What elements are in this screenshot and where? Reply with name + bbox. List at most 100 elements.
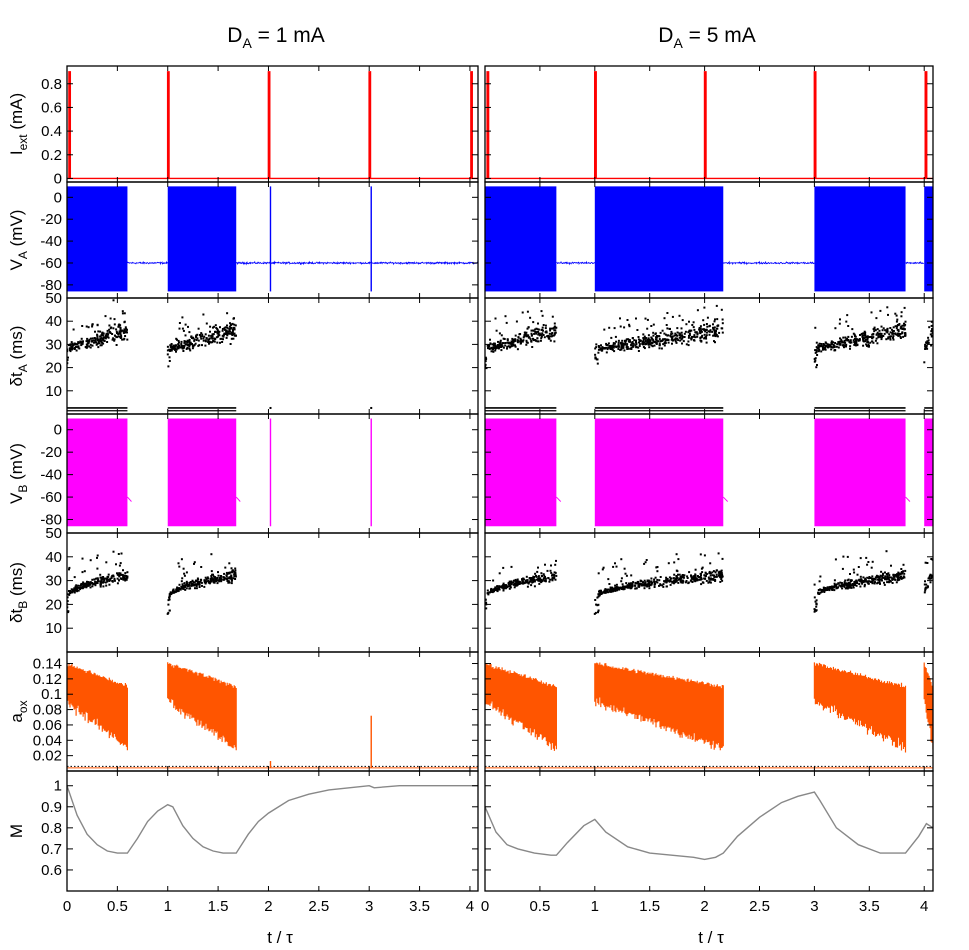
interval-point — [499, 342, 502, 345]
interval-point — [221, 334, 224, 337]
interval-point — [182, 345, 185, 348]
interval-point — [713, 574, 715, 577]
interval-point — [124, 326, 127, 329]
interval-point — [656, 570, 659, 573]
interval-point — [700, 329, 703, 332]
interval-point — [508, 580, 511, 583]
interval-point — [188, 348, 191, 350]
interval-point — [628, 325, 631, 328]
interval-point — [818, 348, 821, 351]
interval-point — [504, 587, 507, 590]
interval-point — [927, 339, 930, 342]
interval-point — [71, 348, 73, 351]
interval-point — [683, 332, 686, 335]
panel-aox-col2 — [484, 651, 934, 772]
interval-point — [526, 580, 529, 583]
interval-point — [509, 345, 512, 348]
interval-point — [488, 591, 491, 594]
interval-point — [708, 333, 711, 336]
interval-point — [224, 326, 227, 329]
interval-point — [100, 579, 103, 582]
interval-point — [100, 344, 103, 347]
interval-point — [487, 593, 490, 596]
interval-point — [532, 579, 535, 582]
interval-point — [222, 338, 224, 341]
interval-point — [650, 342, 653, 344]
interval-point — [683, 336, 686, 338]
interval-point — [877, 336, 880, 339]
interval-point — [608, 583, 611, 585]
interval-point — [822, 586, 825, 589]
interval-point — [166, 349, 169, 352]
interval-point — [648, 342, 651, 345]
interval-point — [548, 580, 551, 583]
interval-point — [107, 578, 110, 581]
interval-point — [100, 340, 103, 342]
interval-point — [673, 579, 676, 582]
interval-point — [637, 350, 640, 352]
interval-point — [856, 573, 859, 576]
interval-point — [708, 577, 711, 580]
interval-point — [819, 591, 822, 594]
interval-point — [191, 347, 194, 350]
interval-point — [664, 339, 667, 342]
interval-point — [900, 568, 903, 570]
interval-point — [625, 346, 628, 349]
interval-point — [537, 566, 539, 569]
interval-point — [838, 342, 841, 345]
interval-point — [185, 348, 188, 350]
interval-point — [863, 337, 866, 340]
interval-point — [713, 329, 716, 332]
panel-frame — [66, 65, 479, 183]
panel-frame — [484, 770, 934, 892]
interval-point — [903, 322, 905, 325]
interval-point — [603, 589, 606, 592]
interval-point — [645, 559, 648, 561]
interval-point — [611, 344, 614, 347]
interval-point — [494, 586, 497, 589]
y-tick-label: 0.6 — [41, 99, 62, 116]
interval-point — [665, 576, 668, 579]
interval-point — [107, 336, 110, 339]
interval-point — [502, 346, 505, 349]
interval-point — [121, 310, 124, 313]
interval-point — [514, 344, 516, 347]
panel-data — [485, 304, 933, 412]
interval-point — [668, 576, 671, 579]
interval-point — [682, 340, 685, 343]
interval-point — [534, 339, 537, 341]
iext-pulse — [594, 71, 597, 179]
interval-point — [106, 332, 109, 335]
interval-point — [216, 330, 219, 333]
interval-point — [690, 574, 692, 577]
interval-point — [178, 327, 181, 330]
interval-point — [212, 333, 215, 336]
interval-point — [99, 585, 102, 588]
interval-point — [123, 328, 126, 331]
interval-point — [553, 329, 556, 332]
iext-pulse — [813, 71, 817, 179]
interval-point — [83, 583, 86, 586]
interval-point — [500, 334, 503, 337]
voltage-burst — [67, 418, 128, 527]
interval-point — [628, 340, 631, 343]
interval-point — [533, 579, 536, 582]
interval-point — [485, 363, 487, 366]
interval-point — [678, 314, 681, 317]
interval-point — [653, 578, 656, 581]
interval-point — [497, 347, 500, 350]
interval-point — [215, 336, 218, 339]
interval-point — [552, 327, 555, 330]
interval-point — [620, 577, 623, 580]
interval-point — [219, 575, 222, 577]
interval-point — [209, 330, 211, 333]
interval-point — [884, 575, 887, 578]
interval-point — [104, 336, 107, 339]
interval-point — [189, 349, 192, 352]
interval-point — [675, 580, 678, 583]
interval-point — [882, 327, 885, 330]
y-tick-label: -20 — [40, 211, 62, 228]
interval-point — [894, 578, 896, 581]
interval-point — [635, 582, 638, 585]
